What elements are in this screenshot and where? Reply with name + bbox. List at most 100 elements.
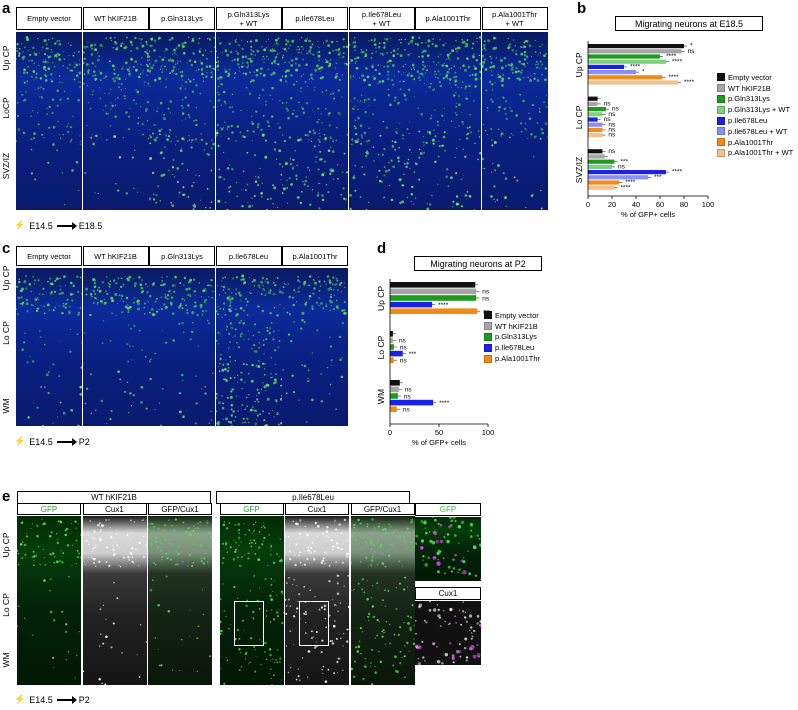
legend-item: p.Ile678Leu xyxy=(717,115,793,126)
significance-label: **** xyxy=(672,58,683,65)
timeline-a-end: E18.5 xyxy=(78,220,103,231)
bar-upcp-4 xyxy=(390,308,478,314)
legend-label: WT hKIF21B xyxy=(495,321,538,331)
electroporation-icon: ⚡ xyxy=(14,694,26,704)
bar-upcp-0 xyxy=(588,44,684,49)
panel-a-region-svziz: SVZ/IZ xyxy=(1,152,11,180)
bar-upcp-2 xyxy=(390,295,477,301)
legend-item: Empty vector xyxy=(484,310,540,321)
x-tick-label: 50 xyxy=(435,428,443,437)
significance-label: ns xyxy=(688,48,696,55)
arrow-icon xyxy=(56,695,77,704)
bar-svziz-6 xyxy=(588,180,620,185)
x-tick-label: 0 xyxy=(388,428,392,437)
timeline-c: ⚡ E14.5 P2 xyxy=(14,436,90,447)
timeline-e: ⚡ E14.5 P2 xyxy=(14,694,90,705)
panel-e-region-upcp: Up CP xyxy=(1,532,11,558)
significance-label: ns xyxy=(482,295,490,302)
panel-c-image-0 xyxy=(16,268,82,426)
x-tick-label: 20 xyxy=(608,200,616,209)
bar-svziz-4 xyxy=(588,170,666,175)
timeline-e-start: E14.5 xyxy=(29,694,53,705)
panel-a-image-3 xyxy=(215,32,282,210)
arrow-icon xyxy=(56,221,77,230)
panel-c-header-2: p.Gln313Lys xyxy=(149,246,215,266)
bar-wm-3 xyxy=(390,399,434,406)
significance-label: ns xyxy=(608,132,616,139)
panel-a-header-6: p.Ala1001Thr xyxy=(415,7,481,30)
timeline-e-end: P2 xyxy=(78,694,90,705)
panel-a-image-4 xyxy=(282,32,348,210)
panel-c-image-3 xyxy=(215,268,282,426)
panel-e-image-1-1 xyxy=(285,516,349,685)
legend-item: p.Ala1001Thr xyxy=(484,353,540,364)
category-label: Up CP xyxy=(574,52,584,77)
legend-label: p.Ala1001Thr xyxy=(728,137,774,147)
panel-a-header-1: WT hKIF21B xyxy=(82,7,149,30)
legend-swatch xyxy=(484,332,492,341)
bar-locp-0 xyxy=(390,331,393,337)
legend-swatch xyxy=(717,127,725,136)
bar-svziz-1 xyxy=(588,154,605,159)
zoom-region-box xyxy=(233,601,264,646)
electroporation-icon: ⚡ xyxy=(14,436,26,446)
panel-label-a: a xyxy=(2,0,11,17)
bar-svziz-7 xyxy=(588,185,615,190)
panel-a-region-locp: LoCP xyxy=(1,97,11,119)
legend-swatch xyxy=(717,138,725,147)
significance-label: *** xyxy=(620,158,628,165)
significance-label: ns xyxy=(612,106,620,113)
significance-label: ns xyxy=(400,358,408,365)
scale-bar-c xyxy=(67,426,77,429)
legend-label: WT hKIF21B xyxy=(728,83,771,93)
panel-a-image-0 xyxy=(16,32,82,210)
panel-label-d: d xyxy=(377,240,387,257)
panel-c-header-4: p.Ala1001Thr xyxy=(282,246,348,266)
legend-swatch xyxy=(484,311,492,320)
legend-item: Empty vector xyxy=(717,72,793,83)
significance-label: ns xyxy=(404,393,412,400)
legend-label: p.Ala1001Thr + WT xyxy=(728,148,794,158)
inset-cux1-image xyxy=(415,601,481,665)
bar-wm-4 xyxy=(390,406,397,412)
bar-svziz-3 xyxy=(588,164,612,169)
x-tick-label: 100 xyxy=(482,428,495,437)
significance-label: **** xyxy=(684,79,695,86)
bar-svziz-0 xyxy=(588,149,603,154)
category-label: Up CP xyxy=(376,286,386,311)
panel-e-image-1-2 xyxy=(350,516,415,685)
panel-a-header-0: Empty vector xyxy=(16,7,82,30)
panel-a-header-5: p.Ile678Leu + WT xyxy=(348,7,415,30)
significance-label: * xyxy=(690,43,693,50)
timeline-a: ⚡ E14.5 E18.5 xyxy=(14,220,102,231)
bar-locp-1 xyxy=(588,101,598,106)
legend-label: p.Ala1001Thr xyxy=(495,354,541,364)
panel-label-e: e xyxy=(2,488,11,505)
bar-locp-3 xyxy=(588,112,603,117)
legend-swatch xyxy=(717,84,725,93)
panel-c-region-upcp: Up CP xyxy=(1,265,11,291)
bar-upcp-6 xyxy=(588,75,663,80)
legend-label: p.Ile678Leu xyxy=(495,343,535,353)
panel-c-region-wm: WM xyxy=(1,398,11,414)
panel-a-image-6 xyxy=(415,32,481,210)
scale-bar-e xyxy=(52,686,62,689)
zoom-region-box xyxy=(299,601,329,646)
panel-e-subheader-0-1: Cux1 xyxy=(82,503,147,515)
bar-upcp-5 xyxy=(588,70,636,75)
legend-label: Empty vector xyxy=(728,72,772,82)
significance-label: **** xyxy=(630,64,641,71)
chart-d-title: Migrating neurons at P2 xyxy=(414,256,542,271)
category-label: WM xyxy=(376,389,386,404)
legend-item: p.Ala1001Thr + WT xyxy=(717,148,793,159)
bar-locp-6 xyxy=(588,127,603,132)
panel-e-subheader-1-2: GFP/Cux1 xyxy=(350,503,415,515)
bar-locp-4 xyxy=(588,117,598,122)
legend-item: p.Ile678Leu + WT xyxy=(717,126,793,137)
significance-label: **** xyxy=(439,400,450,407)
panel-c-image-1 xyxy=(82,268,149,426)
bar-wm-0 xyxy=(390,380,400,386)
legend-item: p.Gln313Lys xyxy=(484,332,540,343)
legend-swatch xyxy=(717,116,725,125)
bar-svziz-2 xyxy=(588,159,615,164)
